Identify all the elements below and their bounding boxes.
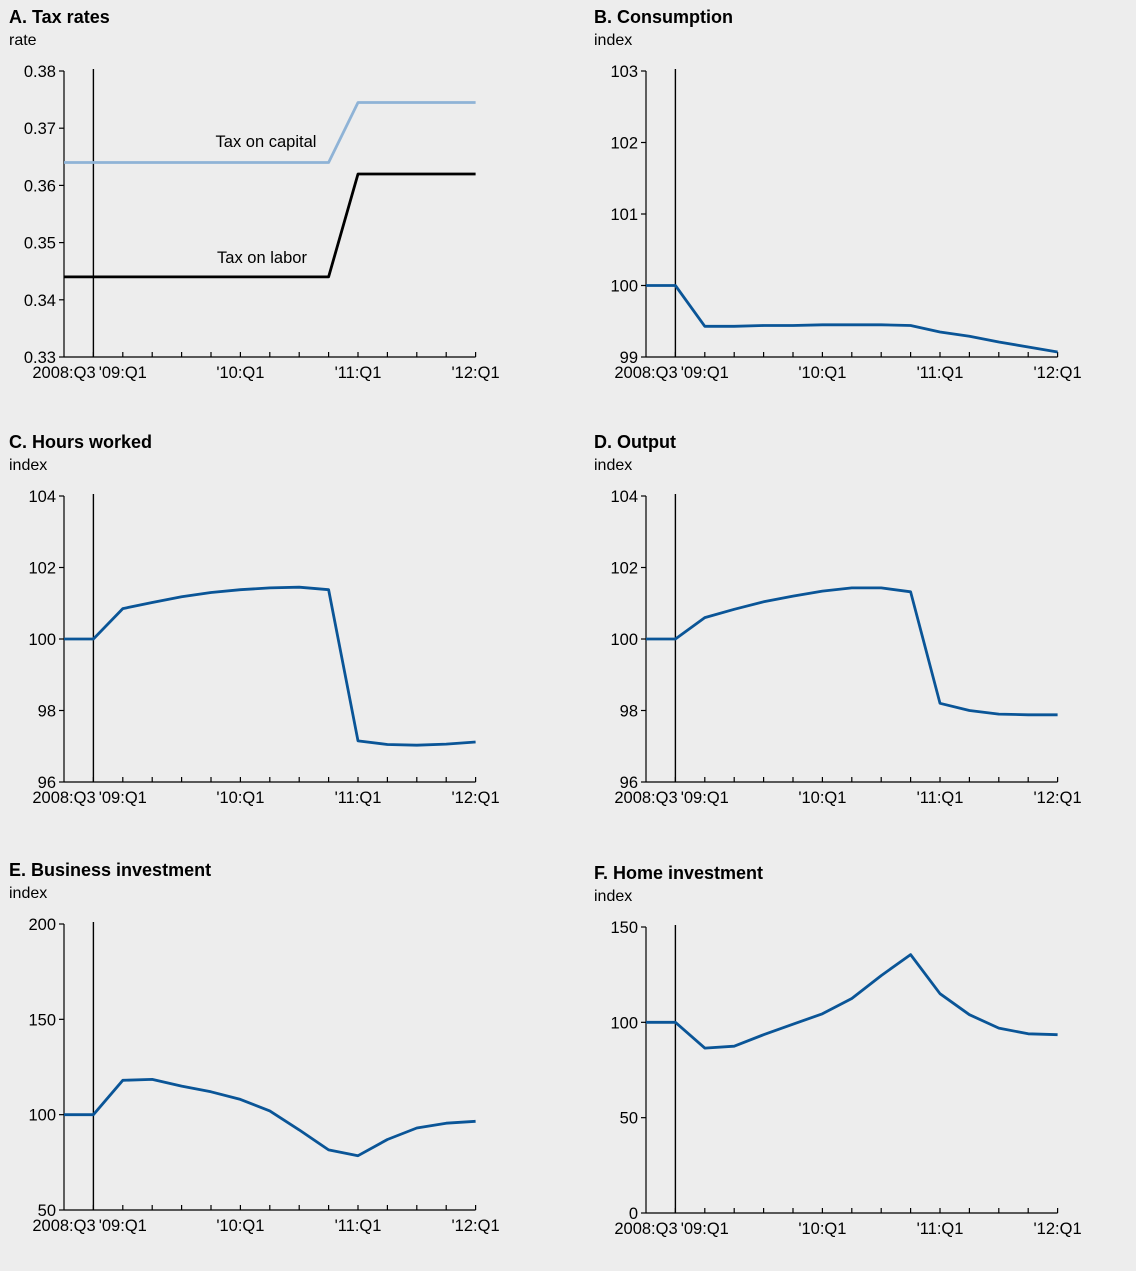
x-tick-label: '11:Q1: [335, 789, 382, 807]
panel-title: D. Output: [594, 432, 676, 452]
y-tick-label: 101: [610, 206, 638, 224]
series-line: [64, 101, 476, 164]
chart-svg: 96 98 100 102 104 2008:Q3'09:Q1 '10:Q1 '11:Q1 '1…: [28, 488, 500, 807]
y-tick-label: 0: [629, 1205, 638, 1223]
series-line: [64, 172, 476, 279]
panel-consumption: B. Consumption index 99 100 101 102 103 2008:…: [582, 0, 1136, 415]
x-tick-label: '12:Q1: [452, 789, 500, 807]
x-tick-label: 2008:Q3: [32, 1217, 95, 1235]
series-label: Tax on capital: [216, 133, 317, 151]
x-tick-label: 2008:Q3: [32, 789, 95, 807]
panel-home-investment: F. Home investment index 0 50 100 150 2008:Q…: [582, 856, 1136, 1271]
x-tick-label: '10:Q1: [798, 1220, 846, 1238]
y-tick-label: 98: [38, 703, 56, 721]
y-tick-label: 0.33: [24, 349, 56, 367]
panel-unit-label: index: [9, 457, 48, 474]
series-line: [646, 953, 1058, 1050]
panel-title: C. Hours worked: [9, 432, 153, 452]
y-tick-label: 0.38: [24, 63, 56, 81]
y-tick-label: 50: [620, 1110, 638, 1128]
chart-svg: 99 100 101 102 103 2008:Q3'09:Q1 '10:Q1 '11:Q1 '…: [610, 63, 1082, 382]
y-tick-label: 104: [610, 488, 638, 506]
y-tick-label: 96: [620, 774, 638, 792]
y-tick-label: 0.36: [24, 177, 56, 195]
x-tick-label: '12:Q1: [452, 1217, 500, 1235]
x-tick-label: '10:Q1: [216, 789, 264, 807]
y-tick-label: 102: [610, 560, 638, 578]
y-tick-label: 100: [28, 631, 56, 649]
x-tick-label: '11:Q1: [917, 789, 964, 807]
y-tick-label: 0.34: [24, 292, 56, 310]
y-tick-label: 102: [610, 135, 638, 153]
y-tick-label: 50: [38, 1202, 56, 1220]
chart-svg: 0.33 0.34 0.35 0.36 0.37 0.38 2008:Q3'09:Q1 '10…: [24, 63, 500, 382]
series-line: [64, 1077, 476, 1158]
panel-unit-label: rate: [9, 32, 37, 49]
chart-svg: 0 50 100 150 2008:Q3'09:Q1 '10:Q1 '11:Q1 '12:Q1: [610, 919, 1082, 1238]
series-label: Tax on labor: [217, 249, 307, 267]
panel-tax-rates: A. Tax rates rate 0.33 0.34 0.35 0.36 0.37 0.…: [0, 0, 568, 415]
x-tick-label: '11:Q1: [917, 1220, 964, 1238]
x-tick-label: 2008:Q3: [614, 364, 677, 382]
y-tick-label: 0.35: [24, 235, 56, 253]
x-tick-label: '10:Q1: [216, 364, 264, 382]
y-tick-label: 98: [620, 703, 638, 721]
x-tick-label: '09:Q1: [99, 789, 147, 807]
x-tick-label: '11:Q1: [335, 1217, 382, 1235]
chart-svg: 50 100 150 200 2008:Q3'09:Q1 '10:Q1 '11:Q1 '12:…: [28, 916, 500, 1235]
panel-unit-label: index: [594, 457, 633, 474]
y-tick-label: 150: [610, 919, 638, 937]
chart-svg: 96 98 100 102 104 2008:Q3'09:Q1 '10:Q1 '11:Q1 '1…: [610, 488, 1082, 807]
series-line: [646, 586, 1058, 717]
x-tick-label: '10:Q1: [798, 364, 846, 382]
series-line: [64, 585, 476, 747]
y-tick-label: 100: [610, 631, 638, 649]
panel-hours-worked: C. Hours worked index 96 98 100 102 104 2008:…: [0, 425, 568, 840]
x-tick-label: '09:Q1: [681, 1220, 729, 1238]
y-tick-label: 104: [28, 488, 56, 506]
x-tick-label: '09:Q1: [681, 364, 729, 382]
x-tick-label: 2008:Q3: [614, 1220, 677, 1238]
x-tick-label: 2008:Q3: [32, 364, 95, 382]
y-tick-label: 100: [28, 1107, 56, 1125]
x-tick-label: '09:Q1: [99, 364, 147, 382]
x-tick-label: '12:Q1: [452, 364, 500, 382]
x-tick-label: '11:Q1: [917, 364, 964, 382]
x-tick-label: '10:Q1: [798, 789, 846, 807]
x-tick-label: '11:Q1: [335, 364, 382, 382]
y-tick-label: 103: [610, 63, 638, 81]
x-tick-label: '12:Q1: [1034, 1220, 1082, 1238]
panel-title: E. Business investment: [9, 860, 212, 880]
y-tick-label: 200: [28, 916, 56, 934]
panel-business-investment: E. Business investment index 50 100 150 200…: [0, 853, 568, 1268]
panel-title: A. Tax rates: [9, 7, 110, 27]
x-tick-label: '12:Q1: [1034, 789, 1082, 807]
panel-unit-label: index: [9, 885, 48, 902]
series-line: [646, 284, 1058, 354]
y-tick-label: 99: [620, 349, 638, 367]
panel-title: F. Home investment: [594, 863, 764, 883]
x-tick-label: 2008:Q3: [614, 789, 677, 807]
x-tick-label: '09:Q1: [99, 1217, 147, 1235]
y-tick-label: 100: [610, 278, 638, 296]
y-tick-label: 100: [610, 1014, 638, 1032]
x-tick-label: '09:Q1: [681, 789, 729, 807]
x-tick-label: '12:Q1: [1034, 364, 1082, 382]
panel-output: D. Output index 96 98 100 102 104 2008:Q3'09:…: [582, 425, 1136, 840]
y-tick-label: 102: [28, 560, 56, 578]
panel-unit-label: index: [594, 888, 633, 905]
panel-unit-label: index: [594, 32, 633, 49]
x-tick-label: '10:Q1: [216, 1217, 264, 1235]
panel-title: B. Consumption: [594, 7, 733, 27]
y-tick-label: 96: [38, 774, 56, 792]
y-tick-label: 0.37: [24, 120, 56, 138]
y-tick-label: 150: [28, 1011, 56, 1029]
